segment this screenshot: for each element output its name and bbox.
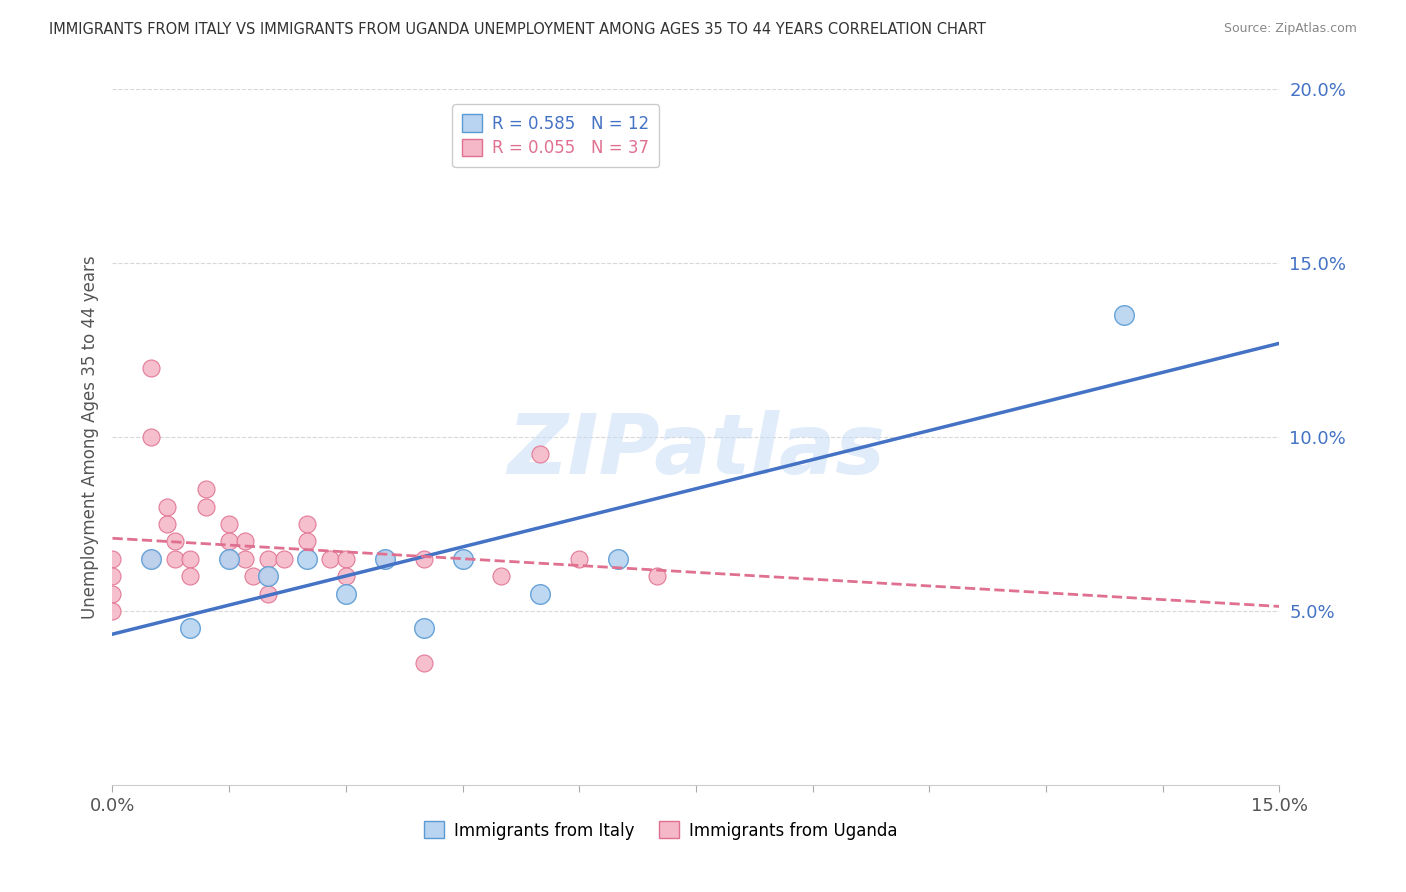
- Text: IMMIGRANTS FROM ITALY VS IMMIGRANTS FROM UGANDA UNEMPLOYMENT AMONG AGES 35 TO 44: IMMIGRANTS FROM ITALY VS IMMIGRANTS FROM…: [49, 22, 986, 37]
- Point: [141, 551, 163, 566]
- Point: [179, 621, 201, 635]
- Point: [1112, 308, 1135, 322]
- Point: [257, 551, 280, 566]
- Point: [101, 569, 124, 583]
- Point: [295, 551, 318, 566]
- Point: [451, 551, 474, 566]
- Point: [218, 551, 240, 566]
- Point: [491, 569, 513, 583]
- Point: [412, 621, 434, 635]
- Point: [412, 657, 434, 671]
- Point: [273, 551, 295, 566]
- Point: [335, 569, 357, 583]
- Text: Source: ZipAtlas.com: Source: ZipAtlas.com: [1223, 22, 1357, 36]
- Point: [374, 551, 396, 566]
- Point: [374, 551, 396, 566]
- Point: [141, 430, 163, 444]
- Point: [295, 534, 318, 549]
- Y-axis label: Unemployment Among Ages 35 to 44 years: Unemployment Among Ages 35 to 44 years: [80, 255, 98, 619]
- Point: [163, 534, 186, 549]
- Point: [257, 569, 280, 583]
- Point: [179, 569, 201, 583]
- Point: [233, 534, 256, 549]
- Point: [163, 551, 186, 566]
- Text: ZIPatlas: ZIPatlas: [508, 410, 884, 491]
- Point: [101, 551, 124, 566]
- Point: [218, 534, 240, 549]
- Point: [141, 551, 163, 566]
- Point: [529, 447, 551, 462]
- Point: [295, 516, 318, 531]
- Point: [335, 587, 357, 601]
- Point: [179, 551, 201, 566]
- Point: [101, 587, 124, 601]
- Point: [568, 551, 591, 566]
- Point: [156, 500, 179, 514]
- Point: [141, 360, 163, 375]
- Point: [319, 551, 342, 566]
- Point: [218, 516, 240, 531]
- Point: [156, 516, 179, 531]
- Legend: Immigrants from Italy, Immigrants from Uganda: Immigrants from Italy, Immigrants from U…: [418, 814, 904, 847]
- Point: [645, 569, 668, 583]
- Point: [242, 569, 264, 583]
- Point: [529, 587, 551, 601]
- Point: [257, 587, 280, 601]
- Point: [412, 551, 434, 566]
- Point: [194, 500, 217, 514]
- Point: [257, 569, 280, 583]
- Point: [194, 482, 217, 496]
- Point: [335, 551, 357, 566]
- Point: [607, 551, 630, 566]
- Point: [233, 551, 256, 566]
- Point: [101, 604, 124, 618]
- Point: [218, 551, 240, 566]
